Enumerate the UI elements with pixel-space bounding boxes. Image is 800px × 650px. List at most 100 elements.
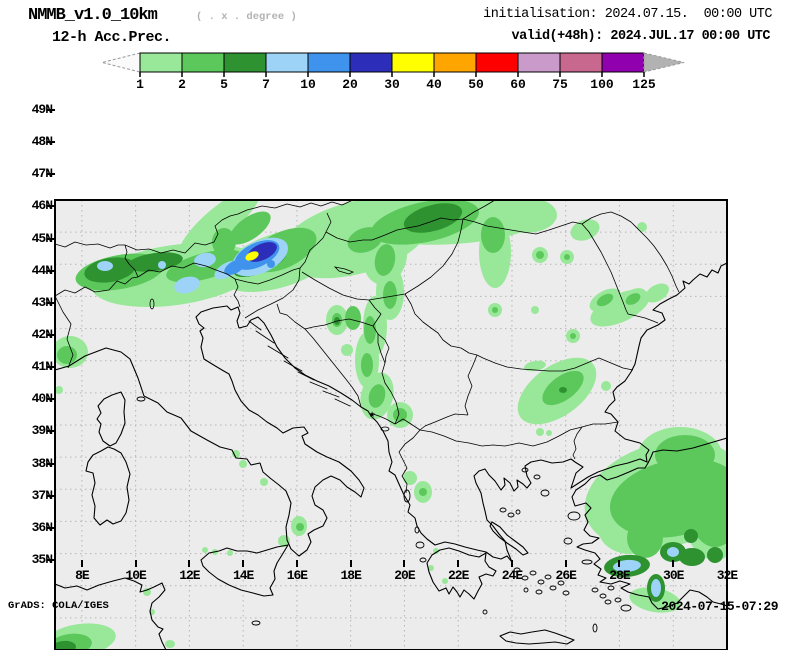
lat-axis-label: 45N — [31, 230, 53, 246]
precip-cell — [546, 430, 552, 436]
islands-dalmatia — [248, 320, 351, 407]
lat-axis-tick — [47, 494, 55, 497]
precip-cell — [492, 307, 498, 313]
colorbar-segment — [433, 52, 477, 73]
lon-axis-tick — [510, 560, 513, 567]
island — [515, 509, 521, 515]
lat-axis-label: 48N — [31, 134, 53, 150]
precip-cell — [667, 547, 679, 557]
island — [620, 604, 632, 612]
colorbar-segment — [265, 52, 309, 73]
lat-axis-tick — [47, 269, 55, 272]
colorbar-svg: 1 2 5 7 10 20 30 40 50 60 75 100 125 — [101, 52, 685, 92]
island — [599, 593, 607, 599]
island — [563, 537, 573, 545]
precip-cell — [564, 254, 570, 260]
colorbar-label: 10 — [300, 77, 316, 92]
precip-cell — [165, 640, 175, 648]
lon-axis-tick — [134, 560, 137, 567]
lat-axis-label: 43N — [31, 294, 53, 310]
precip-cell — [625, 293, 641, 305]
island — [513, 567, 521, 573]
lat-axis-label: 47N — [31, 166, 53, 182]
lat-axis-label: 41N — [31, 359, 53, 375]
precip-cell — [684, 529, 698, 543]
colorbar-label: 20 — [342, 77, 358, 92]
island — [604, 599, 612, 605]
map-canvas: ★ — [54, 199, 728, 650]
precip-cell — [97, 261, 113, 271]
lat-axis-tick — [47, 526, 55, 529]
island — [507, 512, 515, 518]
resolution-note: ( . x . degree ) — [196, 11, 297, 23]
precip-cell — [232, 450, 240, 458]
island — [535, 589, 543, 595]
lon-axis-tick — [564, 560, 567, 567]
colorbar-label: 40 — [426, 77, 442, 92]
precip-cell — [596, 293, 614, 307]
precip-cell — [227, 550, 233, 556]
valid-time-label: valid(+48h): 2024.JUL.17 00:00 UTC — [511, 29, 771, 44]
precip-cell — [57, 346, 77, 364]
precip-cell — [361, 353, 373, 377]
lon-axis-tick — [672, 560, 675, 567]
colorbar-label: 5 — [220, 77, 228, 92]
island — [403, 489, 411, 503]
island — [136, 396, 146, 402]
island — [614, 597, 622, 603]
precip-cell — [55, 386, 63, 394]
lon-axis-label: 24E — [501, 568, 523, 583]
lat-axis-label: 35N — [31, 552, 53, 567]
precip-cell — [524, 360, 546, 372]
grads-credit: GrADS: COLA/IGES — [8, 600, 109, 612]
lat-axis-label: 46N — [31, 198, 53, 214]
island — [482, 609, 488, 615]
colorbar-label: 7 — [262, 77, 270, 92]
lat-axis-label: 37N — [31, 487, 53, 503]
precip-cell — [194, 252, 216, 268]
lon-axis-label: 8E — [75, 568, 90, 583]
colorbar-segment — [475, 52, 519, 73]
island — [521, 467, 529, 473]
colorbar-label: 30 — [384, 77, 400, 92]
precip-cell — [570, 333, 576, 339]
precip-cell — [637, 222, 647, 232]
island — [562, 590, 570, 596]
precip-cell — [442, 578, 448, 584]
lat-axis-tick — [47, 559, 55, 561]
lat-axis-tick — [47, 462, 55, 465]
precip-cell — [691, 483, 727, 547]
coastline-anatolia — [571, 437, 727, 610]
lon-axis-tick — [80, 560, 83, 567]
precip-cell — [645, 283, 669, 303]
precip-cell — [239, 460, 247, 468]
precip-cell — [433, 548, 439, 554]
precip-cell — [368, 384, 386, 408]
colorbar-segment — [601, 52, 645, 73]
lat-axis-tick — [47, 301, 55, 304]
lat-axis-label: 39N — [31, 423, 53, 439]
lon-axis-tick — [457, 560, 460, 567]
lon-axis-label: 26E — [555, 568, 577, 583]
lon-axis-label: 18E — [340, 568, 361, 583]
island — [567, 511, 581, 521]
country-borders — [55, 200, 680, 494]
colorbar-label: 75 — [552, 77, 568, 92]
lat-axis-label: 40N — [31, 391, 53, 407]
precip-cell — [374, 244, 396, 276]
precip-cell — [481, 217, 505, 253]
station-marker: ★ — [369, 409, 376, 421]
island — [591, 587, 599, 593]
island — [521, 575, 529, 581]
lat-axis-label: 36N — [31, 519, 53, 535]
map-area: ★ 49N 48N 47N 46N 45N 44N 43N 42N 41N 40N 39N 38N 37… — [0, 90, 800, 650]
colorbar-segment — [139, 52, 183, 73]
colorbar-label: 50 — [468, 77, 484, 92]
lat-axis-tick — [47, 366, 55, 369]
island — [537, 579, 545, 585]
lat-axis-tick — [47, 398, 55, 401]
precip-cell — [296, 523, 304, 531]
island-sicily — [200, 544, 289, 597]
lat-axis-label: 44N — [31, 262, 53, 278]
precip-cell — [627, 518, 663, 558]
